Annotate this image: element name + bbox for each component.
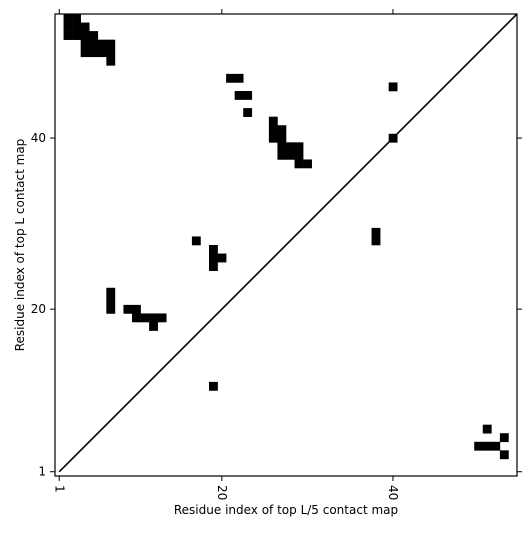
contact-cell-upper <box>63 14 73 23</box>
contact-cell-upper <box>106 56 116 66</box>
contact-cell-lower <box>157 313 167 323</box>
contact-cell-upper <box>294 150 304 160</box>
contact-cell-upper <box>72 31 81 40</box>
contact-cell-upper <box>294 142 304 152</box>
contact-cell-lower <box>482 424 492 434</box>
contact-cell-lower <box>191 236 201 246</box>
contact-cell-upper <box>89 31 99 40</box>
contact-cell-upper <box>277 133 287 143</box>
contact-cell-upper <box>89 39 99 49</box>
contact-cell-upper <box>80 48 90 58</box>
diagonal-line <box>58 13 518 473</box>
lower-triangle-contacts <box>106 227 509 460</box>
contact-cell-lower <box>371 236 381 246</box>
contact-cell-upper <box>277 125 287 135</box>
contact-cell-upper <box>286 142 295 152</box>
contact-cell-upper <box>268 133 278 143</box>
contact-cell-upper <box>277 150 287 160</box>
contact-cell-lower <box>482 441 492 451</box>
contact-cell-upper <box>294 159 304 169</box>
contact-cell-upper <box>234 91 244 100</box>
contact-cell-lower <box>217 253 227 263</box>
contact-cell-lower <box>371 227 381 237</box>
contact-cell-lower <box>106 296 116 306</box>
contact-cell-upper <box>80 39 90 49</box>
contact-cell-upper <box>97 48 107 58</box>
contact-cell-upper <box>72 22 81 32</box>
contact-cell-upper <box>63 22 73 32</box>
contact-cell-lower <box>106 304 116 314</box>
contact-cell-upper <box>234 73 244 83</box>
contact-cell-upper <box>97 39 107 49</box>
contact-cell-upper <box>106 48 116 58</box>
contact-cell-upper <box>80 31 90 40</box>
contact-cell-lower <box>491 441 501 451</box>
contact-cell-upper <box>388 82 398 92</box>
contact-cell-lower <box>499 450 509 460</box>
contact-cell-upper <box>243 108 253 117</box>
y-tick-label: 20 <box>31 302 46 316</box>
contact-cell-upper <box>268 125 278 135</box>
contact-cell-lower <box>209 253 218 263</box>
y-tick-label: 40 <box>31 131 46 145</box>
contact-cell-upper <box>106 39 116 49</box>
contact-cell-lower <box>132 313 141 323</box>
contact-cell-upper <box>63 31 73 40</box>
y-axis-label: Residue index of top L contact map <box>13 139 27 352</box>
contact-cell-lower <box>132 304 141 314</box>
contact-cell-lower <box>474 441 484 451</box>
contact-cell-upper <box>268 116 278 126</box>
contact-cell-upper <box>226 73 235 83</box>
axis-ticks <box>50 9 522 481</box>
contact-cell-upper <box>89 48 99 58</box>
contact-cell-lower <box>140 313 150 323</box>
contact-cell-upper <box>303 159 312 169</box>
contact-cell-upper <box>80 22 90 32</box>
plot-frame <box>54 13 518 477</box>
contact-cell-lower <box>123 304 133 314</box>
contact-cell-lower <box>149 322 158 331</box>
x-tick-label: 1 <box>52 485 66 493</box>
contact-cell-lower <box>499 433 509 443</box>
tick-labels: 1 20 40 1 20 40 <box>31 131 400 500</box>
upper-triangle-contacts <box>63 14 398 169</box>
contact-cell-lower <box>209 245 218 254</box>
contact-cell-lower <box>149 313 158 323</box>
x-tick-label: 40 <box>386 485 400 500</box>
contact-cell-upper <box>72 14 81 23</box>
contact-cell-upper <box>277 142 287 152</box>
x-axis-label: Residue index of top L/5 contact map <box>174 503 398 517</box>
contact-cell-upper <box>243 91 253 100</box>
x-tick-label: 20 <box>215 485 229 500</box>
contact-cell-lower <box>209 381 218 391</box>
contact-cell-upper <box>286 150 295 160</box>
y-tick-label: 1 <box>38 465 46 479</box>
contact-cell-lower <box>106 287 116 297</box>
contact-cell-lower <box>209 262 218 271</box>
